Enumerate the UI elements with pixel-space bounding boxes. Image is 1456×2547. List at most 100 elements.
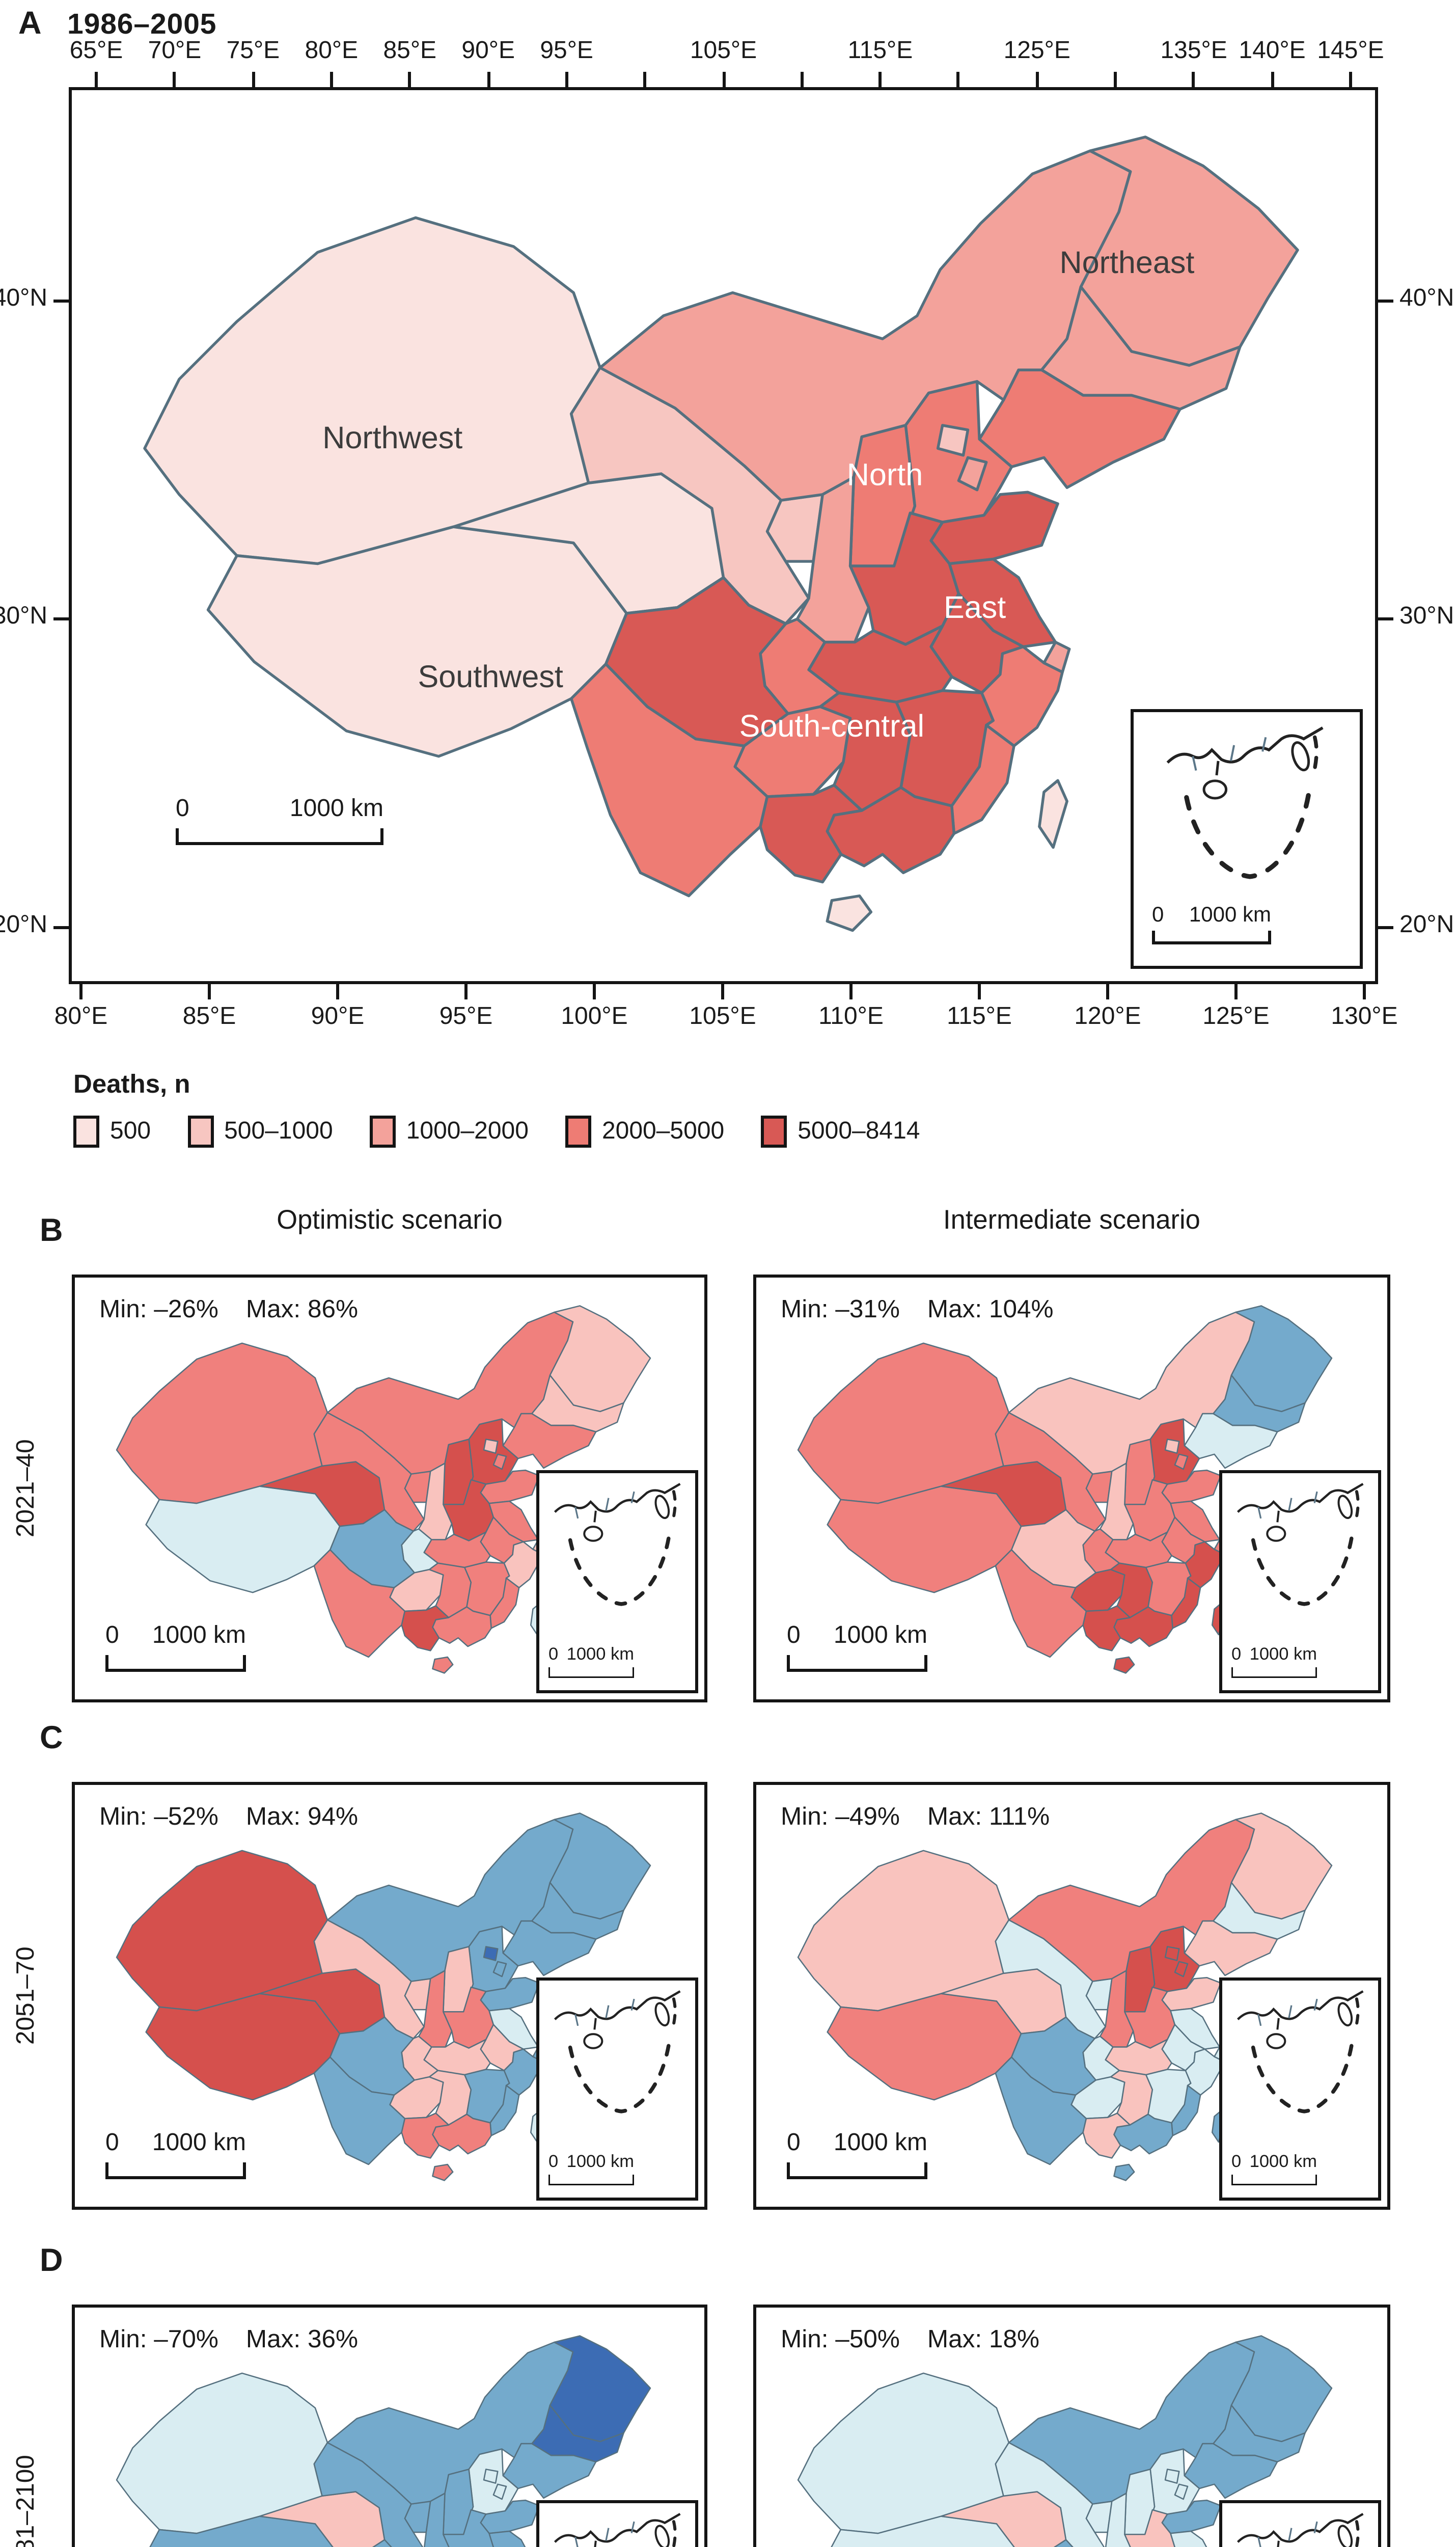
inset-dash-line-ne bbox=[671, 1997, 677, 2031]
axis-label-top: 65°E bbox=[69, 38, 123, 64]
inset-province-borders bbox=[1192, 737, 1267, 771]
max-label: Max: bbox=[927, 2326, 989, 2353]
province-jiangsu bbox=[1170, 2530, 1207, 2547]
province-yunnan bbox=[995, 2056, 1087, 2165]
scale-labels: 0 1000 km bbox=[105, 2130, 246, 2158]
axis-label-left: 40°N bbox=[0, 286, 47, 312]
inset-hainan-island bbox=[1202, 779, 1228, 800]
inset-province-borders bbox=[1257, 1491, 1318, 1519]
panel-a-scale-bar: 0 1000 km bbox=[176, 796, 383, 845]
inset-dash-line-ne bbox=[672, 2520, 677, 2547]
panel-a-china-map: Northwest Southwest Northeast North East Sout… bbox=[143, 136, 1299, 932]
province-tianjin bbox=[1174, 1961, 1189, 1977]
province-liaoning bbox=[1184, 1413, 1278, 1469]
inset-coastline bbox=[1166, 726, 1324, 764]
map-panel-b-intermediate: Min: –31% Max: 104% 0 1000 km bbox=[753, 1275, 1390, 1702]
scale-zero: 0 bbox=[548, 2153, 559, 2172]
axis-label-top: 95°E bbox=[540, 38, 593, 64]
province-tianjin bbox=[1174, 2483, 1189, 2500]
inset-map-svg bbox=[1237, 2513, 1364, 2547]
province-sichuan bbox=[1053, 2539, 1074, 2547]
province-hainan bbox=[1113, 2163, 1135, 2181]
axis-tick-right bbox=[1378, 926, 1393, 929]
province-zhejiang bbox=[503, 2048, 542, 2096]
province-liaoning bbox=[502, 1920, 597, 1976]
axis-tick-bottom bbox=[978, 984, 981, 999]
axis-label-bottom: 80°E bbox=[54, 1004, 108, 1030]
inset-leizhou-peninsula bbox=[1276, 1510, 1280, 1523]
axis-label-bottom: 125°E bbox=[1202, 1004, 1270, 1030]
scale-distance: 1000 km bbox=[566, 2153, 634, 2172]
scale-labels: 0 1000 km bbox=[548, 1646, 634, 1664]
scale-bracket bbox=[548, 1667, 634, 1678]
axis-label-top: 135°E bbox=[1160, 38, 1227, 64]
scale-bracket bbox=[1231, 1667, 1317, 1678]
inset-province-borders bbox=[574, 1998, 635, 2026]
scale-distance: 1000 km bbox=[1249, 2153, 1317, 2172]
axis-label-top: 90°E bbox=[461, 38, 515, 64]
map-scale-bar: 0 1000 km bbox=[105, 2130, 246, 2179]
axis-tick-right bbox=[1378, 300, 1393, 303]
axis-tick-bottom bbox=[336, 984, 339, 999]
inset-leizhou-peninsula bbox=[1277, 2540, 1280, 2547]
inset-dash-line-ne bbox=[671, 1490, 677, 1524]
scale-zero: 0 bbox=[105, 1623, 119, 1649]
inset-nine-dash-line bbox=[568, 1528, 672, 1606]
province-beijing bbox=[1164, 1946, 1180, 1961]
inset-province-borders bbox=[574, 1491, 635, 1519]
min-label: Min: bbox=[99, 1803, 154, 1831]
province-liaoning bbox=[502, 2443, 597, 2499]
scale-labels: 0 1000 km bbox=[548, 2153, 634, 2172]
china-map-svg bbox=[797, 1812, 1333, 2181]
inset-scale-bar: 0 1000 km bbox=[548, 2153, 634, 2185]
scale-zero: 0 bbox=[548, 1646, 559, 1664]
region-label-northeast: Northeast bbox=[1059, 245, 1194, 280]
axis-label-top: 85°E bbox=[383, 38, 437, 64]
inset-coastline bbox=[1237, 1990, 1364, 2020]
inset-taiwan-island bbox=[654, 2525, 670, 2547]
province-guangxi bbox=[759, 783, 863, 884]
province-shaanxi bbox=[423, 2492, 450, 2547]
scale-distance: 1000 km bbox=[1249, 1646, 1317, 1664]
inset-taiwan-island bbox=[1337, 1495, 1353, 1519]
max-label: Max: bbox=[927, 1296, 989, 1323]
scale-bracket bbox=[176, 828, 383, 845]
scale-zero: 0 bbox=[787, 1623, 801, 1649]
inset-dash-line-ne bbox=[1354, 1997, 1360, 2031]
row-period-label: 2051–70 bbox=[12, 1946, 40, 2045]
max-label: Max: bbox=[245, 1296, 308, 1323]
panel-a-letter: A bbox=[18, 6, 42, 41]
row-period-label: 2021–40 bbox=[12, 1439, 40, 1538]
inset-dash-line-ne bbox=[1355, 2520, 1360, 2547]
province-fujian bbox=[489, 2084, 520, 2136]
inset-dash-line-ne bbox=[1311, 735, 1318, 777]
max-value: 104% bbox=[988, 1296, 1054, 1323]
inset-taiwan-island bbox=[1337, 2525, 1353, 2547]
min-value: –49% bbox=[835, 1803, 900, 1831]
province-zhejiang bbox=[503, 1541, 542, 1589]
row-period-label: 2081–2100 bbox=[12, 2455, 40, 2547]
china-map-svg bbox=[116, 1305, 651, 1674]
inset-leizhou-peninsula bbox=[1276, 2018, 1280, 2030]
province-shaanxi bbox=[1105, 2492, 1131, 2547]
axis-tick-left bbox=[53, 926, 69, 929]
province-beijing bbox=[936, 424, 970, 457]
scale-distance: 1000 km bbox=[833, 2130, 927, 2156]
axis-label-bottom: 115°E bbox=[947, 1004, 1012, 1030]
inset-map-svg bbox=[554, 2513, 681, 2547]
south-china-sea-inset: 0 1000 km bbox=[536, 1977, 698, 2201]
province-tianjin bbox=[492, 2483, 507, 2500]
inset-coastline bbox=[1237, 2513, 1364, 2543]
min-label: Min: bbox=[781, 1803, 836, 1831]
axis-tick-bottom bbox=[208, 984, 211, 999]
inset-hainan-island bbox=[1266, 1526, 1286, 1542]
inset-map-svg bbox=[1166, 726, 1324, 879]
inset-map-svg bbox=[554, 1483, 681, 1606]
minmax-values: Min: –49% Max: 111% bbox=[781, 1803, 1050, 1832]
province-beijing bbox=[483, 1946, 499, 1961]
minmax-values: Min: –52% Max: 94% bbox=[99, 1803, 358, 1832]
scale-zero: 0 bbox=[1152, 902, 1164, 926]
